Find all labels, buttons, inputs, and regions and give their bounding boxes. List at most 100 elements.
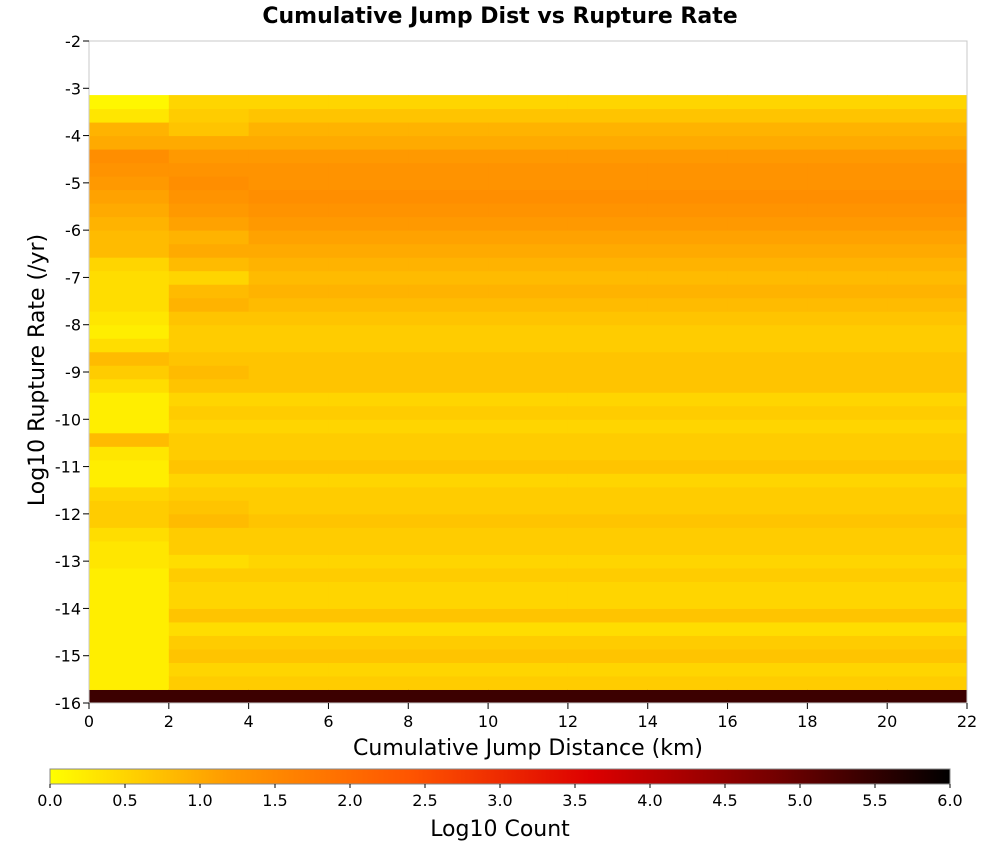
heatmap-cell	[248, 459, 329, 474]
heatmap-cell	[248, 432, 329, 447]
heatmap-cell	[647, 365, 729, 380]
heatmap-cell	[807, 365, 888, 380]
heatmap-cell	[328, 513, 409, 528]
heatmap-cell	[567, 540, 649, 555]
x-axis-ticks: 0 2 4 6 8 10 12 14 16 18 20 22	[84, 703, 977, 731]
heatmap-cell	[727, 473, 808, 488]
heatmap-cell	[248, 257, 329, 272]
heatmap-cell	[488, 554, 569, 569]
heatmap-cell	[408, 446, 489, 461]
heatmap-cell	[488, 338, 569, 353]
heatmap-cell	[647, 216, 729, 231]
heatmap-cell	[408, 554, 489, 569]
heatmap-cell	[807, 162, 888, 177]
heatmap-cell	[567, 621, 649, 636]
heatmap-cell	[887, 365, 968, 380]
y-tick-label: -15	[55, 647, 81, 666]
colorbar-tick-label: 2.5	[412, 791, 437, 810]
heatmap-cell	[488, 527, 569, 542]
heatmap-cell	[647, 351, 729, 366]
heatmap-cell	[727, 648, 808, 663]
heatmap-cell	[488, 432, 569, 447]
heatmap-cell	[328, 216, 409, 231]
heatmap-cell	[647, 284, 729, 299]
heatmap-cell	[727, 108, 808, 123]
colorbar-tick-label: 0.0	[37, 791, 62, 810]
heatmap-cell	[328, 675, 409, 690]
y-tick-label: -6	[65, 221, 81, 240]
heatmap-cell	[248, 203, 329, 218]
heatmap-cell	[727, 176, 808, 191]
heatmap-cell	[727, 378, 808, 393]
heatmap-cell	[408, 527, 489, 542]
heatmap-cell	[887, 257, 968, 272]
heatmap-cell	[408, 203, 489, 218]
heatmap-cell	[887, 473, 968, 488]
heatmap-cell	[727, 230, 808, 245]
heatmap-cell	[567, 567, 649, 582]
x-tick-label: 18	[797, 712, 817, 731]
heatmap-cell	[488, 176, 569, 191]
heatmap-cell	[727, 608, 808, 623]
heatmap-cell	[488, 230, 569, 245]
heatmap-cell	[567, 243, 649, 258]
heatmap-cell	[168, 108, 250, 123]
heatmap-cell	[408, 378, 489, 393]
heatmap-cell	[647, 662, 729, 677]
heatmap-cell	[807, 257, 888, 272]
heatmap-cell	[328, 378, 409, 393]
heatmap-cell	[89, 176, 170, 191]
heatmap-cell	[488, 203, 569, 218]
heatmap-cell	[328, 95, 409, 110]
heatmap-cell	[647, 243, 729, 258]
heatmap-cell	[647, 324, 729, 339]
heatmap-cell	[647, 270, 729, 285]
heatmap-cell	[727, 459, 808, 474]
heatmap-cell	[727, 432, 808, 447]
y-tick-label: -16	[55, 694, 81, 713]
heatmap-cell	[168, 338, 250, 353]
heatmap-cell	[567, 392, 649, 407]
heatmap-cell	[408, 500, 489, 515]
heatmap-cell	[567, 473, 649, 488]
heatmap-cell	[887, 581, 968, 596]
heatmap-cell	[89, 311, 170, 326]
heatmap-cell	[89, 95, 170, 110]
heatmap-cell	[408, 473, 489, 488]
chart-title: Cumulative Jump Dist vs Rupture Rate	[262, 4, 737, 29]
heatmap-cell	[168, 500, 250, 515]
heatmap-cell	[567, 203, 649, 218]
heatmap-cell	[887, 540, 968, 555]
heatmap-cell	[727, 365, 808, 380]
heatmap-cell	[727, 513, 808, 528]
heatmap-cell	[168, 203, 250, 218]
heatmap-cell	[807, 527, 888, 542]
heatmap-cell	[807, 432, 888, 447]
y-tick-label: -9	[65, 363, 81, 382]
heatmap-cell	[567, 594, 649, 609]
y-tick-label: -3	[65, 79, 81, 98]
heatmap-cell	[887, 608, 968, 623]
heatmap-cell	[408, 338, 489, 353]
heatmap-cell	[328, 608, 409, 623]
heatmap-cell	[248, 311, 329, 326]
heatmap-cell	[89, 257, 170, 272]
heatmap-cell	[807, 689, 888, 704]
heatmap-cell	[408, 95, 489, 110]
heatmap-cell	[488, 135, 569, 150]
heatmap-cell	[168, 392, 250, 407]
heatmap-cell	[328, 243, 409, 258]
heatmap-cell	[488, 216, 569, 231]
heatmap-cell	[567, 149, 649, 164]
x-tick-label: 4	[244, 712, 254, 731]
y-axis-label: Log10 Rupture Rate (/yr)	[25, 234, 50, 506]
heatmap-cell	[168, 459, 250, 474]
heatmap-cell	[328, 270, 409, 285]
heatmap-cell	[328, 621, 409, 636]
heatmap-cell	[567, 216, 649, 231]
heatmap-cell	[168, 446, 250, 461]
heatmap-cell	[168, 189, 250, 204]
heatmap-cell	[807, 324, 888, 339]
heatmap-cell	[727, 581, 808, 596]
heatmap-cell	[328, 432, 409, 447]
